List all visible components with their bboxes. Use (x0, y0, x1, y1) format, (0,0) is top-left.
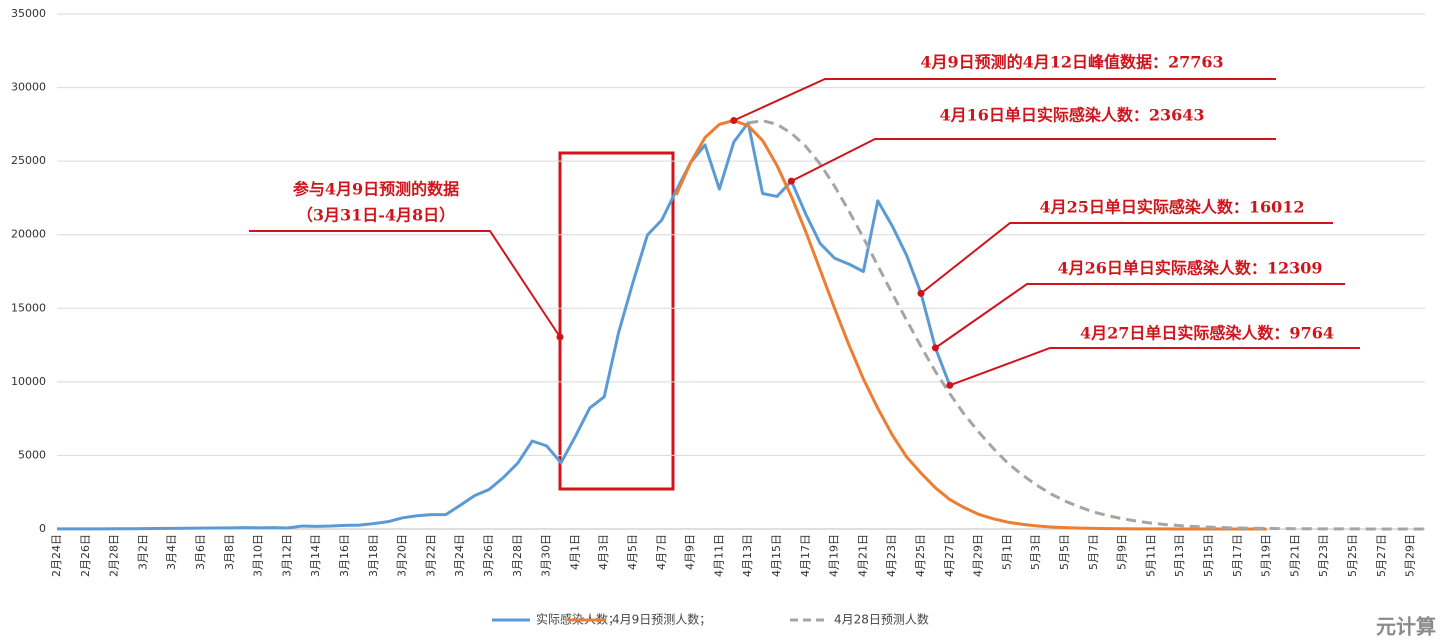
x-tick-label: 3月20日 (396, 534, 409, 577)
y-tick-label: 0 (39, 522, 46, 535)
x-tick-label: 5月15日 (1202, 534, 1215, 577)
x-tick-label: 4月5日 (626, 534, 639, 570)
x-tick-label: 4月13日 (741, 534, 754, 577)
x-tick-label: 5月21日 (1288, 534, 1301, 577)
x-tick-label: 5月1日 (1000, 534, 1013, 570)
leader-line (733, 78, 1276, 122)
annotation-dot (946, 381, 954, 389)
series-line (56, 121, 952, 531)
x-tick-label: 5月11日 (1144, 534, 1157, 577)
x-tick-label: 3月22日 (424, 534, 437, 577)
x-tick-label: 5月29日 (1404, 534, 1417, 577)
y-tick-label: 10000 (11, 375, 46, 388)
x-tick-label: 4月21日 (856, 534, 869, 577)
watermark: 元计算 (1376, 615, 1436, 639)
annotation-text: 4月27日单日实际感染人数：9764 (1080, 324, 1334, 343)
x-tick-label: 4月3日 (597, 534, 610, 570)
x-tick-label: 5月7日 (1087, 534, 1100, 570)
x-tick-label: 5月9日 (1116, 534, 1129, 570)
x-tick-label: 4月11日 (712, 534, 725, 577)
x-tick-label: 5月5日 (1058, 534, 1071, 570)
x-tick-label: 3月18日 (367, 534, 380, 577)
y-tick-label: 20000 (11, 228, 46, 241)
x-tick-label: 5月19日 (1260, 534, 1273, 577)
x-tick-label: 4月27日 (943, 534, 956, 577)
leader-line (920, 222, 1333, 295)
y-tick-label: 35000 (11, 7, 46, 20)
annotation-text: 4月16日单日实际感染人数：23643 (939, 106, 1204, 125)
x-tick-label: 4月29日 (972, 534, 985, 577)
annotation-dot (917, 289, 925, 297)
x-tick-label: 3月12日 (280, 534, 293, 577)
x-tick-label: 4月23日 (885, 534, 898, 577)
x-tick-label: 5月25日 (1346, 534, 1359, 577)
x-tick-label: 4月15日 (770, 534, 783, 577)
leader-line (934, 283, 1345, 349)
x-tick-label: 3月14日 (309, 534, 322, 577)
leader-line (949, 347, 1360, 387)
x-tick-label: 4月9日 (684, 534, 697, 570)
legend-label: 4月9日预测人数； (612, 612, 711, 627)
y-tick-label: 15000 (11, 301, 46, 314)
x-tick-label: 4月1日 (568, 534, 581, 570)
x-tick-label: 5月13日 (1173, 534, 1186, 577)
series-line (747, 119, 1426, 531)
y-tick-label: 25000 (11, 154, 46, 167)
annotation-text: 参与4月9日预测的数据 (293, 180, 459, 199)
x-tick-label: 5月17日 (1231, 534, 1244, 577)
leader-dot (556, 333, 564, 341)
x-tick-label: 2月28日 (108, 534, 121, 577)
x-tick-label: 5月23日 (1317, 534, 1330, 577)
x-tick-label: 2月24日 (50, 534, 63, 577)
x-tick-label: 4月25日 (914, 534, 927, 577)
leader-line (790, 138, 1276, 183)
x-tick-label: 3月30日 (540, 534, 553, 577)
annotation-text: 4月9日预测的4月12日峰值数据：27763 (920, 53, 1223, 72)
x-tick-label: 3月6日 (194, 534, 207, 570)
x-tick-label: 3月2日 (136, 534, 149, 570)
x-tick-label: 2月26日 (79, 534, 92, 577)
y-tick-label: 30000 (11, 81, 46, 94)
annotation-dot (787, 177, 795, 185)
series-line (674, 118, 1267, 531)
highlight-box (558, 151, 675, 491)
annotation-text: 4月25日单日实际感染人数：16012 (1039, 198, 1304, 217)
x-tick-label: 4月7日 (655, 534, 668, 570)
x-tick-label: 4月17日 (799, 534, 812, 577)
x-tick-label: 3月16日 (338, 534, 351, 577)
annotation-text: 4月26日单日实际感染人数：12309 (1057, 259, 1322, 278)
leader-line (249, 230, 561, 338)
x-tick-label: 3月10日 (252, 534, 265, 577)
x-tick-label: 3月24日 (453, 534, 466, 577)
x-tick-label: 3月26日 (482, 534, 495, 577)
y-tick-label: 5000 (18, 448, 46, 461)
x-tick-label: 5月3日 (1029, 534, 1042, 570)
annotation-text: （3月31日-4月8日） (297, 206, 455, 225)
x-tick-label: 3月8日 (223, 534, 236, 570)
legend-label: 4月28日预测人数 (834, 612, 929, 627)
x-tick-label: 3月28日 (511, 534, 524, 577)
x-tick-label: 3月4日 (165, 534, 178, 570)
x-tick-label: 5月27日 (1375, 534, 1388, 577)
annotation-dot (730, 116, 738, 124)
x-tick-label: 4月19日 (828, 534, 841, 577)
annotation-dot (931, 344, 939, 352)
